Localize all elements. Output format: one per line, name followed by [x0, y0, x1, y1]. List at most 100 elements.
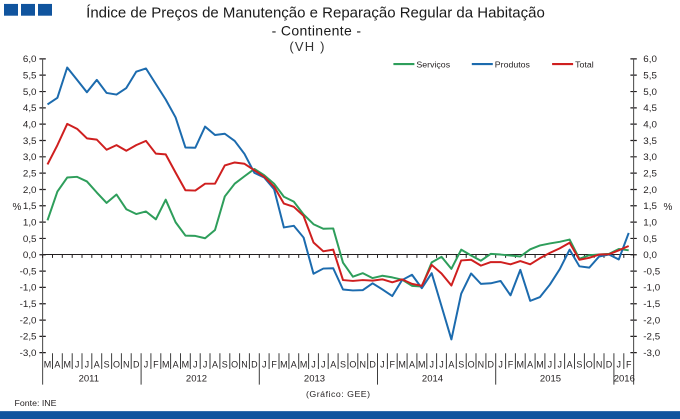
svg-text:2,0: 2,0 — [23, 185, 37, 196]
svg-text:-2,5: -2,5 — [20, 332, 37, 343]
svg-text:J: J — [75, 359, 79, 369]
svg-text:J: J — [193, 359, 197, 369]
svg-text:M: M — [182, 359, 189, 369]
svg-text:2014: 2014 — [422, 373, 443, 384]
svg-text:5,0: 5,0 — [643, 87, 657, 98]
svg-text:3,5: 3,5 — [23, 136, 37, 147]
svg-text:-1,0: -1,0 — [20, 283, 37, 294]
svg-text:A: A — [212, 359, 218, 369]
svg-text:O: O — [349, 359, 356, 369]
svg-text:2013: 2013 — [304, 373, 325, 384]
svg-text:0,0: 0,0 — [643, 250, 657, 261]
svg-text:%: % — [13, 202, 22, 213]
svg-text:2016: 2016 — [614, 373, 635, 384]
svg-text:J: J — [498, 359, 502, 369]
svg-text:2011: 2011 — [79, 373, 99, 384]
svg-text:J: J — [548, 359, 552, 369]
svg-text:D: D — [369, 359, 375, 369]
svg-text:J: J — [380, 359, 384, 369]
svg-text:O: O — [231, 359, 238, 369]
svg-text:M: M — [536, 359, 543, 369]
svg-text:N: N — [478, 359, 484, 369]
svg-text:Fonte: INE: Fonte: INE — [15, 398, 57, 408]
svg-text:N: N — [359, 359, 365, 369]
svg-text:A: A — [448, 359, 454, 369]
svg-text:3,0: 3,0 — [23, 152, 37, 163]
svg-text:Produtos: Produtos — [495, 60, 531, 70]
svg-text:J: J — [262, 359, 266, 369]
svg-text:J: J — [321, 359, 325, 369]
svg-text:J: J — [311, 359, 315, 369]
svg-text:4,5: 4,5 — [23, 103, 37, 114]
svg-text:M: M — [44, 359, 51, 369]
svg-text:-1,0: -1,0 — [643, 283, 660, 294]
svg-text:J: J — [144, 359, 148, 369]
svg-text:-0,5: -0,5 — [643, 267, 660, 278]
svg-text:S: S — [576, 359, 582, 369]
svg-text:2015: 2015 — [540, 373, 561, 384]
svg-text:S: S — [340, 359, 346, 369]
svg-text:D: D — [251, 359, 257, 369]
svg-text:A: A — [291, 359, 297, 369]
svg-text:6,0: 6,0 — [643, 54, 657, 65]
svg-text:O: O — [586, 359, 593, 369]
svg-text:5,5: 5,5 — [643, 71, 657, 82]
svg-text:D: D — [133, 359, 139, 369]
svg-text:M: M — [63, 359, 70, 369]
svg-text:O: O — [113, 359, 120, 369]
svg-text:(Gráfico: GEE): (Gráfico: GEE) — [306, 389, 371, 399]
svg-text:-3,0: -3,0 — [20, 348, 37, 359]
svg-text:3,5: 3,5 — [643, 136, 657, 147]
svg-text:4,0: 4,0 — [643, 120, 657, 131]
svg-text:A: A — [527, 359, 533, 369]
svg-text:Total: Total — [575, 60, 594, 70]
svg-text:-1,5: -1,5 — [643, 299, 660, 310]
svg-text:D: D — [606, 359, 612, 369]
svg-text:0,5: 0,5 — [23, 234, 37, 245]
svg-text:F: F — [508, 359, 514, 369]
svg-text:M: M — [300, 359, 307, 369]
svg-text:D: D — [488, 359, 494, 369]
svg-text:S: S — [458, 359, 464, 369]
svg-text:S: S — [222, 359, 228, 369]
svg-text:3,0: 3,0 — [643, 152, 657, 163]
svg-text:S: S — [104, 359, 110, 369]
svg-text:1,5: 1,5 — [23, 201, 37, 212]
svg-text:A: A — [567, 359, 573, 369]
svg-text:2,5: 2,5 — [643, 169, 657, 180]
svg-text:0,5: 0,5 — [643, 234, 657, 245]
svg-text:5,0: 5,0 — [23, 87, 37, 98]
svg-text:J: J — [85, 359, 89, 369]
svg-text:A: A — [330, 359, 336, 369]
svg-text:Serviços: Serviços — [416, 60, 450, 70]
svg-text:N: N — [123, 359, 129, 369]
svg-text:M: M — [418, 359, 425, 369]
svg-text:1,5: 1,5 — [643, 201, 657, 212]
svg-text:N: N — [241, 359, 247, 369]
svg-text:F: F — [390, 359, 396, 369]
svg-text:A: A — [54, 359, 60, 369]
svg-text:M: M — [162, 359, 169, 369]
svg-text:J: J — [203, 359, 207, 369]
svg-text:-1,5: -1,5 — [20, 299, 37, 310]
svg-text:-0,5: -0,5 — [20, 267, 37, 278]
svg-text:-2,0: -2,0 — [643, 315, 660, 326]
svg-text:A: A — [173, 359, 179, 369]
svg-text:F: F — [153, 359, 159, 369]
svg-text:A: A — [409, 359, 415, 369]
svg-text:M: M — [517, 359, 524, 369]
svg-text:2,5: 2,5 — [23, 169, 37, 180]
svg-text:4,0: 4,0 — [23, 120, 37, 131]
svg-text:M: M — [280, 359, 287, 369]
svg-text:5,5: 5,5 — [23, 71, 37, 82]
svg-text:0,0: 0,0 — [23, 250, 37, 261]
svg-text:O: O — [468, 359, 475, 369]
svg-text:-2,5: -2,5 — [643, 332, 660, 343]
svg-text:2,0: 2,0 — [643, 185, 657, 196]
svg-text:1,0: 1,0 — [23, 218, 37, 229]
svg-text:2012: 2012 — [186, 373, 207, 384]
svg-text:J: J — [439, 359, 443, 369]
svg-text:1,0: 1,0 — [643, 218, 657, 229]
svg-text:F: F — [271, 359, 277, 369]
svg-text:-3,0: -3,0 — [643, 348, 660, 359]
